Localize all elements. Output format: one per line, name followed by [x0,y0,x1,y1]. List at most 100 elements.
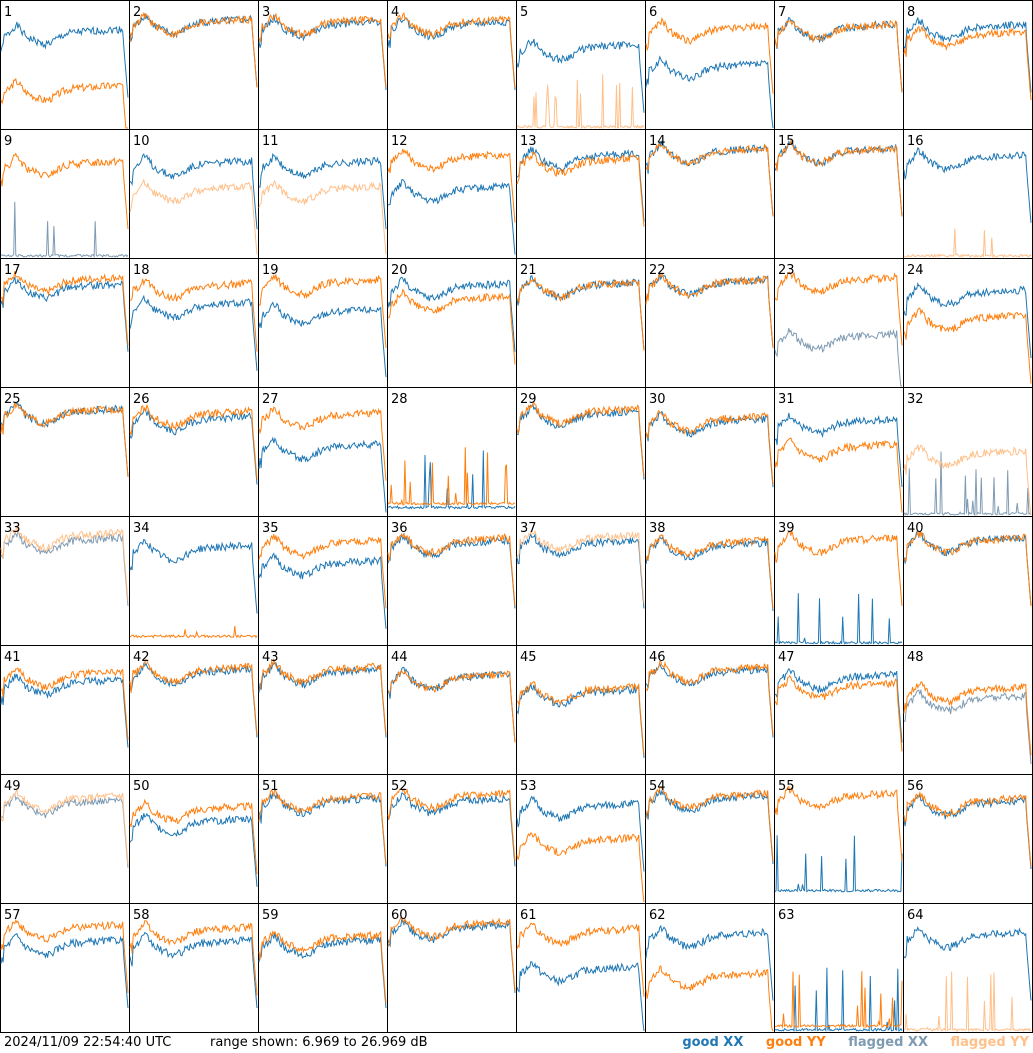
series-yy-15 [774,139,903,217]
series-xx-20 [387,276,516,352]
panel-label: 36 [391,521,408,536]
panel-frame [129,774,259,904]
range-text: range shown: 6.969 to 26.969 dB [210,1035,428,1050]
series-xx-48 [903,689,1032,765]
series-yy-39 [774,530,903,606]
panel-15: 15 [774,129,904,259]
series-yy-46 [645,660,774,735]
panel-25: 25 [0,387,130,517]
series-xx-17 [0,276,129,352]
panel-label: 43 [262,650,279,665]
panel-7: 7 [774,0,904,130]
series-yy-49 [0,787,129,864]
panel-17: 17 [0,258,130,388]
panel-42: 42 [129,645,259,775]
series-xx-19 [258,301,387,378]
panel-frame [387,387,517,517]
series-yy-45 [516,680,645,756]
series-xx-12 [387,178,516,255]
panel-44: 44 [387,645,517,775]
series-yy-14 [645,142,774,217]
series-xx-57 [0,932,129,1009]
panel-26: 26 [129,387,259,517]
series-xx-9 [0,201,129,259]
series-xx-32 [903,451,1032,517]
series-xx-5 [516,38,645,113]
series-yy-32 [903,444,1032,516]
series-yy-57 [0,918,129,993]
series-yy-26 [129,404,258,480]
panel-label: 47 [778,650,795,665]
series-yy-59 [258,930,387,1004]
panel-label: 62 [649,908,666,923]
panel-label: 51 [262,779,279,794]
panel-46: 46 [645,645,775,775]
panel-40: 40 [903,516,1033,646]
series-xx-37 [516,533,645,609]
series-yy-35 [258,534,387,609]
panel-19: 19 [258,258,388,388]
series-yy-61 [516,922,645,997]
panel-label: 9 [4,134,12,149]
series-yy-56 [903,790,1032,867]
panel-23: 23 [774,258,904,388]
panel-frame [645,387,775,517]
panel-47: 47 [774,645,904,775]
series-yy-41 [0,667,129,741]
panel-29: 29 [516,387,646,517]
panel-frame [903,516,1033,646]
panel-label: 52 [391,779,408,794]
panel-label: 28 [391,392,408,407]
series-yy-13 [516,151,645,227]
series-yy-24 [903,307,1032,384]
panel-label: 42 [133,650,150,665]
series-yy-48 [903,681,1032,756]
panel-label: 1 [4,5,12,20]
series-yy-9 [0,152,129,230]
panel-label: 54 [649,779,666,794]
series-xx-43 [258,662,387,738]
panel-55: 55 [774,774,904,904]
series-yy-6 [645,17,774,94]
panel-label: 55 [778,779,795,794]
panel-frame [903,387,1033,517]
panel-51: 51 [258,774,388,904]
panel-4: 4 [387,0,517,130]
series-yy-18 [129,278,258,352]
panel-frame [0,129,130,259]
panel-label: 13 [520,134,537,149]
panel-12: 12 [387,129,517,259]
panel-label: 56 [907,779,924,794]
legend-flagged-yy: flagged YY [950,1035,1030,1050]
panel-frame [903,258,1033,388]
panel-31: 31 [774,387,904,517]
panel-label: 12 [391,134,408,149]
panel-16: 16 [903,129,1033,259]
panel-28: 28 [387,387,517,517]
panel-56: 56 [903,774,1033,904]
panel-frame [774,645,904,775]
series-yy-4 [387,12,516,88]
series-xx-58 [129,931,258,1009]
series-yy-34 [129,625,258,639]
panel-label: 5 [520,5,528,20]
panel-label: 11 [262,134,279,149]
panel-64: 64 [903,903,1033,1033]
panel-50: 50 [129,774,259,904]
panel-label: 30 [649,392,666,407]
panel-label: 17 [4,263,21,278]
panel-label: 64 [907,908,924,923]
series-xx-56 [903,793,1032,870]
series-xx-41 [0,673,129,748]
panel-57: 57 [0,903,130,1033]
panel-60: 60 [387,903,517,1033]
series-xx-14 [645,139,774,217]
panel-22: 22 [645,258,775,388]
panel-27: 27 [258,387,388,517]
series-yy-55 [774,785,903,862]
panel-54: 54 [645,774,775,904]
panel-30: 30 [645,387,775,517]
panel-frame [387,645,517,775]
panel-label: 63 [778,908,795,923]
panel-13: 13 [516,129,646,259]
